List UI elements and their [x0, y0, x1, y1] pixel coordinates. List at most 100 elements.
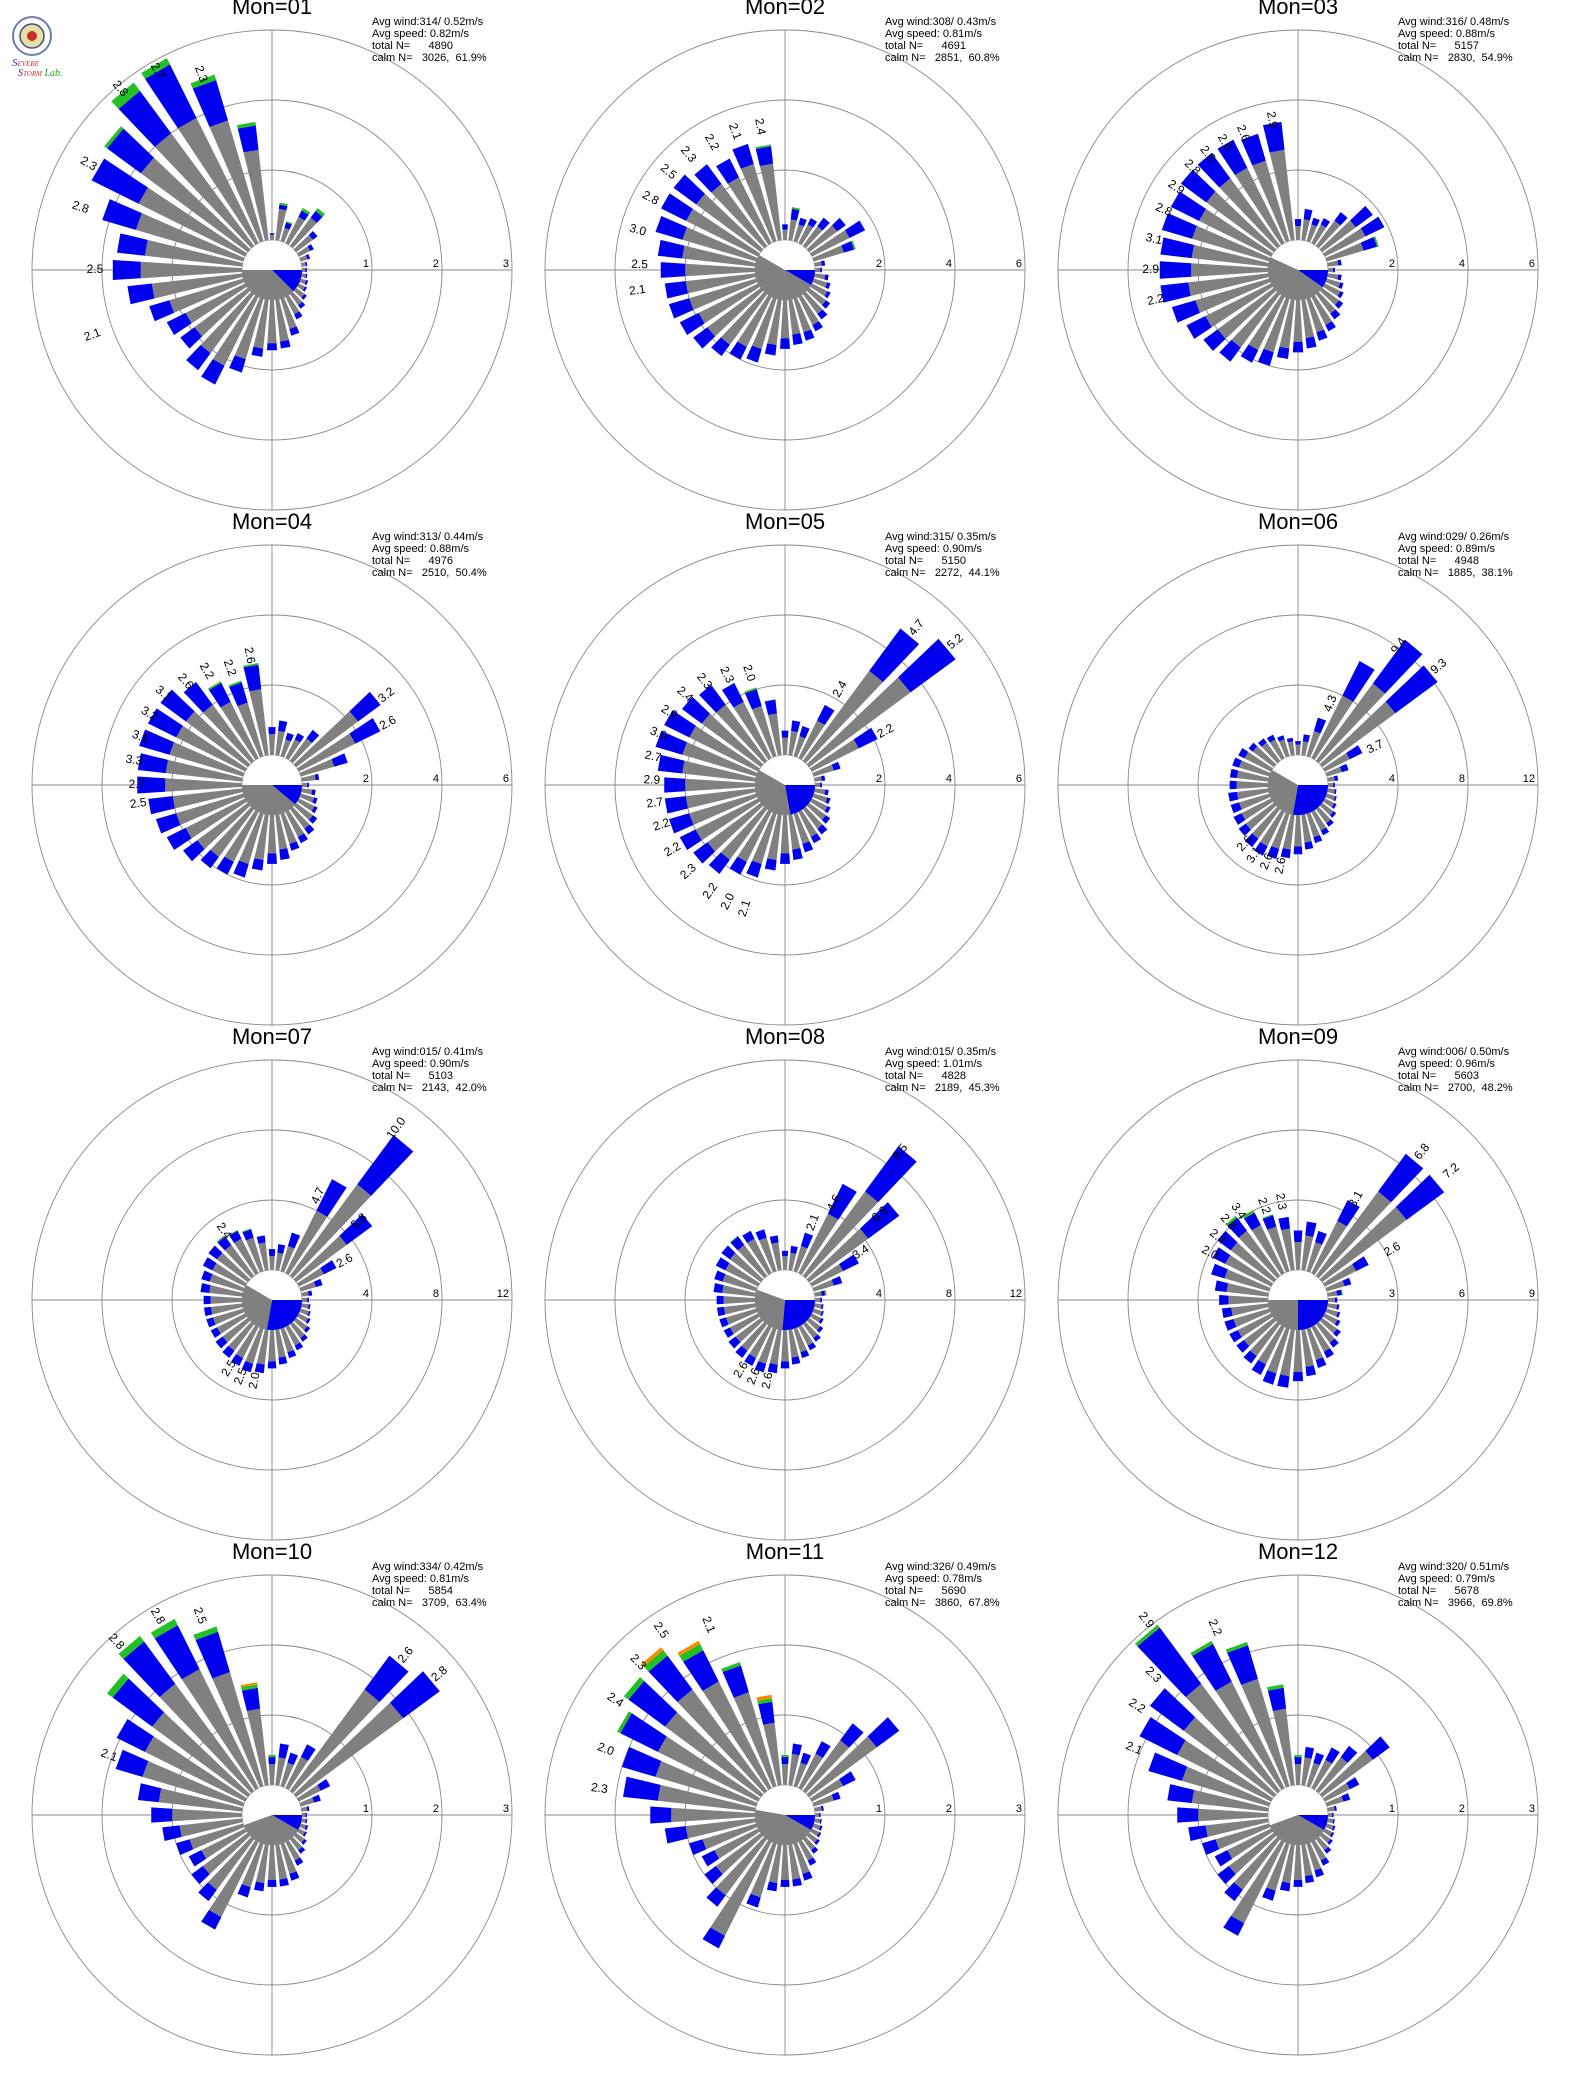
wind-rose-panel: 1 2 3 2.3 2.0 2.4 2.3 2.5 2.1 Mon=11 Avg wind:326/… [525, 1539, 1045, 2060]
wind-bar-segment [1306, 224, 1318, 243]
wind-bar-segment [148, 796, 175, 815]
wind-bar-segment [1315, 1357, 1327, 1368]
wind-bar-segment [679, 312, 705, 336]
wind-bar-segment [1314, 1868, 1325, 1878]
wind-bar-segment [798, 809, 818, 837]
wind-bar-segment [685, 273, 756, 294]
wind-bar-segment [788, 1753, 800, 1786]
stats-block: Avg wind:006/ 0.50m/s Avg speed: 0.96m/s t… [1398, 1046, 1513, 1094]
calm-sector [1292, 785, 1328, 815]
speed-label: 2.9 [1142, 262, 1159, 276]
wind-bar-segment [296, 733, 356, 772]
calm-sector [272, 270, 302, 292]
wind-bar-segment [1315, 1191, 1392, 1279]
wind-bar-segment [300, 1334, 308, 1342]
wind-bar-segment [1301, 741, 1309, 756]
calm-sector [755, 1809, 811, 1846]
wind-bar-segment [657, 1784, 756, 1812]
radial-tick-label: 4 [1459, 258, 1465, 270]
wind-bar-segment [1325, 1308, 1338, 1317]
wind-bar-segment [1333, 267, 1335, 273]
wind-bar-segment [1238, 823, 1251, 836]
wind-bar-segment [357, 1134, 414, 1196]
speed-label: 2.1 [735, 898, 754, 919]
radial-tick-label: 9 [1529, 1288, 1535, 1300]
wind-bar-segment [1236, 781, 1269, 789]
speed-label: 2.5 [231, 1366, 250, 1387]
wind-bar-segment [269, 233, 275, 235]
radial-tick-label: 4 [363, 1288, 369, 1300]
wind-bar-segment [1334, 1319, 1341, 1327]
stat-avg-wind: Avg wind:015/ 0.41m/s [372, 1046, 484, 1058]
wind-bar-segment [240, 1682, 258, 1688]
wind-bar-segment [228, 1321, 255, 1351]
wind-bar-segment [707, 287, 764, 337]
wind-bar-segment [305, 261, 308, 267]
wind-bar-segment [729, 1252, 764, 1283]
wind-bar-segment [727, 177, 772, 246]
wind-bar-segment [780, 1844, 790, 1880]
wind-bar-segment [682, 227, 758, 262]
wind-bar-segment [102, 199, 142, 230]
wind-bar-segment [764, 699, 777, 716]
wind-bar-segment [169, 742, 245, 777]
wind-bar-segment [241, 1687, 261, 1712]
stat-avg-wind: Avg wind:006/ 0.50m/s [1398, 1046, 1510, 1058]
wind-bar-segment [650, 1806, 672, 1824]
calm-sector [785, 270, 815, 285]
stat-avg-wind: Avg wind:015/ 0.35m/s [885, 1046, 997, 1058]
wind-bar-segment [185, 283, 248, 324]
speed-label: 2.2 [875, 721, 897, 741]
wind-bar-segment [1332, 1818, 1335, 1824]
wind-bar-segment [1219, 1295, 1229, 1305]
wind-bar-segment [1262, 1887, 1276, 1901]
wind-bar-segment [320, 1260, 337, 1275]
wind-bar-segment [1215, 1681, 1285, 1791]
wind-bar-segment [814, 267, 821, 273]
wind-bar-segment [137, 1783, 162, 1803]
wind-bar-segment [1262, 1215, 1277, 1230]
speed-label: 2.1 [99, 1745, 120, 1764]
wind-bar-segment [620, 1713, 667, 1752]
wind-bar-segment [1188, 1825, 1208, 1841]
wind-bar-segment [817, 217, 830, 231]
wind-bar-segment [294, 1342, 304, 1351]
wind-bar-segment [189, 1823, 245, 1850]
wind-bar-segment [237, 702, 264, 758]
wind-bar-segment [159, 1683, 255, 1794]
wind-bar-segment [729, 1235, 739, 1243]
wind-bar-segment [234, 297, 264, 360]
wind-bar-segment [791, 207, 800, 211]
wind-bar-segment [1325, 766, 1342, 777]
wind-bar-segment [115, 1749, 149, 1777]
wind-rose-plot: 2 4 62.12.53.02.82.52.32.2 2.1 2.4 [544, 29, 1026, 511]
wind-bar-segment [268, 734, 276, 756]
wind-bar-segment [733, 701, 772, 761]
stat-avg-speed: Avg speed: 0.96m/s [1398, 1058, 1496, 1070]
wind-bar-segment [1241, 133, 1266, 166]
wind-bar-segment [698, 283, 761, 324]
wind-bar-segment [1292, 1371, 1304, 1382]
wind-bar-segment [234, 1238, 259, 1276]
wind-bar-segment [816, 1326, 824, 1333]
wind-bar-segment [1352, 1256, 1369, 1272]
radial-tick-label: 2 [876, 258, 882, 270]
wind-bar-segment [289, 291, 303, 306]
wind-bar-segment [144, 64, 197, 129]
wind-bar-segment [1171, 300, 1200, 323]
radial-tick-label: 8 [1459, 773, 1465, 785]
wind-bar-segment [811, 1846, 819, 1854]
wind-bar-segment [802, 1871, 813, 1881]
wind-bar-segment [1269, 739, 1285, 761]
wind-bar-segment [1205, 283, 1274, 328]
wind-bar-segment [313, 1278, 323, 1288]
speed-label: 2.7 [644, 748, 664, 765]
wind-bar-segment [1261, 742, 1281, 764]
wind-bar-segment [207, 681, 222, 691]
wind-bar-segment [1243, 1317, 1277, 1347]
speed-label: 2.2 [197, 660, 218, 682]
radial-tick-label: 3 [1389, 1288, 1395, 1300]
wind-bar-segment [305, 273, 308, 279]
wind-bar-segment [1293, 846, 1303, 855]
wind-bar-segment [812, 278, 828, 288]
